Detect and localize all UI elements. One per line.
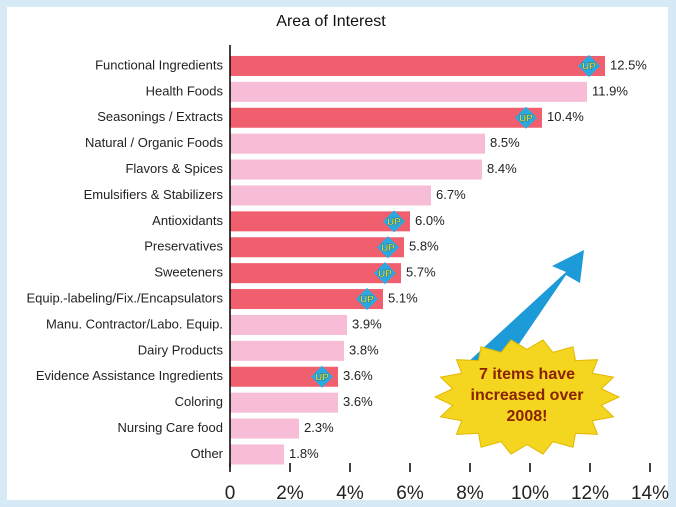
annotation: 7 items have [479,366,575,383]
value-label: 6.0% [415,213,445,228]
y-tick-label: Preservatives [144,239,223,254]
bar [230,444,284,464]
value-label: 10.4% [547,109,584,124]
y-tick-label: Emulsifiers & Stabilizers [84,187,224,202]
value-label: 8.4% [487,161,517,176]
y-tick-label: Flavors & Spices [125,161,223,176]
value-label: 12.5% [610,57,647,72]
y-tick-label: Antioxidants [152,213,223,228]
bar [230,393,338,413]
bar [230,315,347,335]
value-label: 3.6% [343,394,373,409]
x-tick-label: 10% [511,483,549,504]
bar [230,341,344,361]
badge-label: UP [315,372,329,383]
y-tick-label: Evidence Assistance Ingredients [36,368,224,383]
x-tick-label: 12% [571,483,609,504]
y-tick-label: Natural / Organic Foods [85,135,224,150]
y-tick-label: Dairy Products [138,342,224,357]
value-label: 1.8% [289,446,319,461]
badge-label: UP [387,217,401,228]
x-tick-label: 8% [456,483,484,504]
value-label: 5.8% [409,239,439,254]
y-tick-label: Manu. Contractor/Labo. Equip. [46,316,223,331]
bar [230,82,587,102]
value-label: 3.9% [352,316,382,331]
value-label: 2.3% [304,420,334,435]
y-tick-label: Coloring [175,394,223,409]
bar [230,160,482,180]
y-tick-label: Sweeteners [154,265,223,280]
bar [230,56,605,76]
bar [230,108,542,128]
chart: Area of Interest 0 2% 4% 6% 8% 10% 12% 14% Funct… [0,0,676,507]
value-label: 5.7% [406,265,436,280]
badge-label: UP [378,269,392,280]
x-tick-label: 14% [631,483,669,504]
value-label: 5.1% [388,290,418,305]
y-tick-label: Health Foods [146,83,224,98]
badge-label: UP [381,243,395,254]
badge-label: UP [519,113,533,124]
y-tick-label: Equip.-labeling/Fix./Encapsulators [26,290,223,305]
value-label: 8.5% [490,135,520,150]
y-tick-label: Functional Ingredients [95,57,223,72]
bar [230,134,485,154]
annotation: increased over [471,387,584,404]
y-tick-label: Other [190,446,223,461]
value-label: 6.7% [436,187,466,202]
badge-label: UP [360,295,374,306]
y-tick-label: Nursing Care food [118,420,224,435]
annotation: 2008! [507,408,548,425]
bar [230,185,431,205]
x-tick-label: 4% [336,483,364,504]
x-tick-label: 0 [225,483,236,504]
x-tick-label: 6% [396,483,424,504]
badge-label: UP [582,62,596,73]
chart-title: Area of Interest [276,13,386,30]
value-label: 11.9% [592,83,628,98]
value-label: 3.6% [343,368,373,383]
x-tick-label: 2% [276,483,304,504]
bar [230,419,299,439]
y-tick-label: Seasonings / Extracts [97,109,223,124]
value-label: 3.8% [349,342,379,357]
